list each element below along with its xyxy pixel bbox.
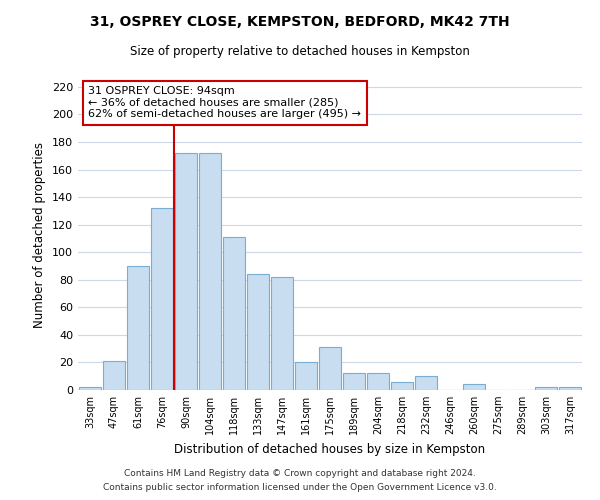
Text: 31, OSPREY CLOSE, KEMPSTON, BEDFORD, MK42 7TH: 31, OSPREY CLOSE, KEMPSTON, BEDFORD, MK4…: [90, 15, 510, 29]
Bar: [223, 237, 245, 390]
Bar: [319, 348, 341, 390]
Bar: [247, 274, 269, 390]
Bar: [79, 387, 101, 390]
X-axis label: Distribution of detached houses by size in Kempston: Distribution of detached houses by size …: [175, 442, 485, 456]
Bar: [175, 153, 197, 390]
Bar: [271, 277, 293, 390]
Bar: [199, 153, 221, 390]
Text: Contains HM Land Registry data © Crown copyright and database right 2024.: Contains HM Land Registry data © Crown c…: [124, 468, 476, 477]
Bar: [535, 387, 557, 390]
Text: Size of property relative to detached houses in Kempston: Size of property relative to detached ho…: [130, 45, 470, 58]
Bar: [391, 382, 413, 390]
Bar: [103, 361, 125, 390]
Text: 31 OSPREY CLOSE: 94sqm
← 36% of detached houses are smaller (285)
62% of semi-de: 31 OSPREY CLOSE: 94sqm ← 36% of detached…: [88, 86, 361, 120]
Bar: [415, 376, 437, 390]
Bar: [367, 374, 389, 390]
Bar: [343, 374, 365, 390]
Bar: [463, 384, 485, 390]
Text: Contains public sector information licensed under the Open Government Licence v3: Contains public sector information licen…: [103, 484, 497, 492]
Bar: [295, 362, 317, 390]
Bar: [151, 208, 173, 390]
Y-axis label: Number of detached properties: Number of detached properties: [34, 142, 46, 328]
Bar: [559, 387, 581, 390]
Bar: [127, 266, 149, 390]
